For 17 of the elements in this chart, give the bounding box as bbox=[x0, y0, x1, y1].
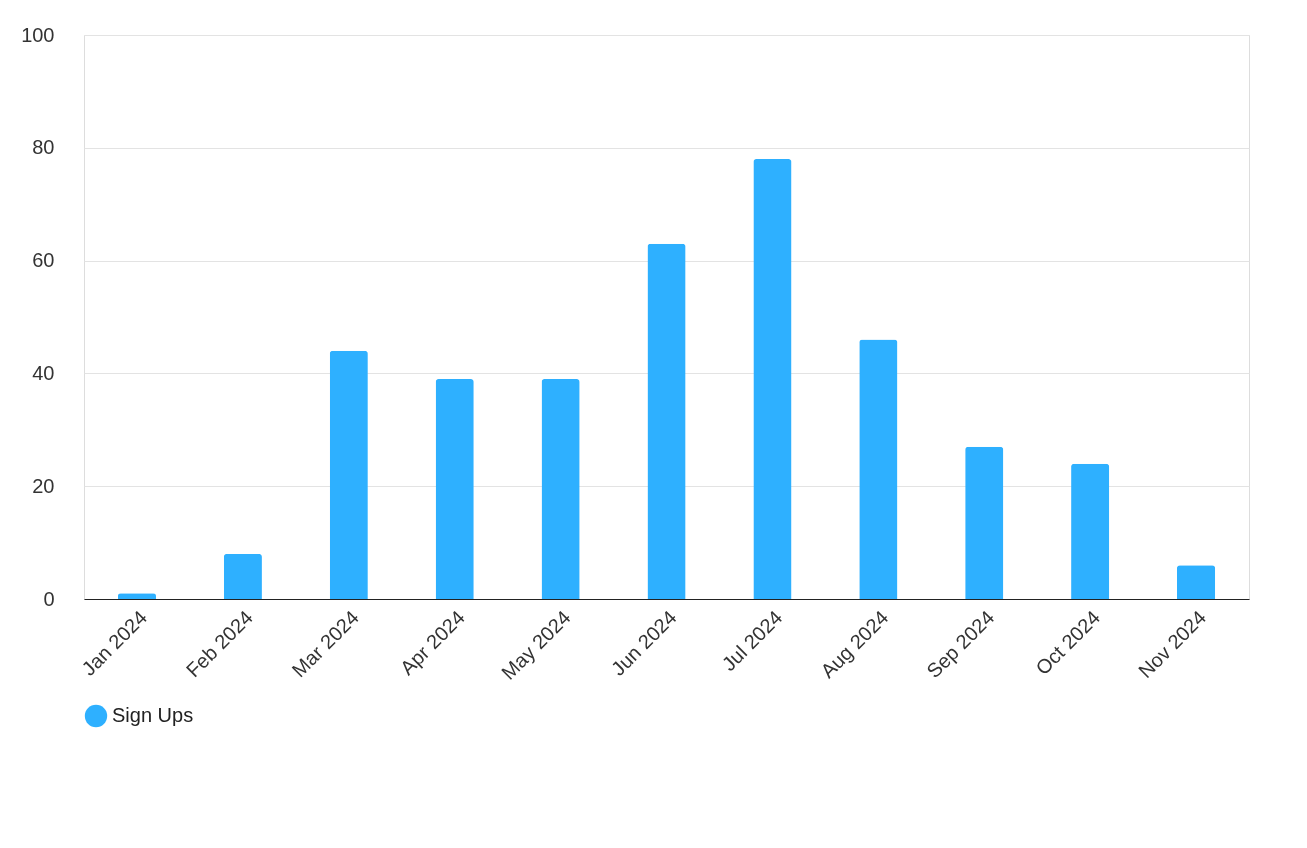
y-tick-label: 0 bbox=[43, 587, 55, 610]
y-tick-label: 100 bbox=[21, 23, 55, 46]
bar bbox=[753, 159, 792, 599]
y-tick-label: 40 bbox=[32, 361, 55, 384]
y-tick-label: 80 bbox=[32, 136, 55, 159]
y-tick-label: 20 bbox=[32, 474, 55, 497]
legend-label: Sign Ups bbox=[112, 704, 194, 726]
bar bbox=[965, 446, 1004, 599]
bar bbox=[1176, 565, 1216, 599]
y-tick-label: 60 bbox=[32, 249, 55, 272]
bar bbox=[541, 379, 580, 599]
bar bbox=[1071, 463, 1110, 599]
bar bbox=[647, 243, 686, 599]
bar bbox=[223, 553, 262, 599]
bar bbox=[329, 350, 368, 599]
bar bbox=[859, 339, 898, 599]
bar bbox=[435, 379, 474, 599]
